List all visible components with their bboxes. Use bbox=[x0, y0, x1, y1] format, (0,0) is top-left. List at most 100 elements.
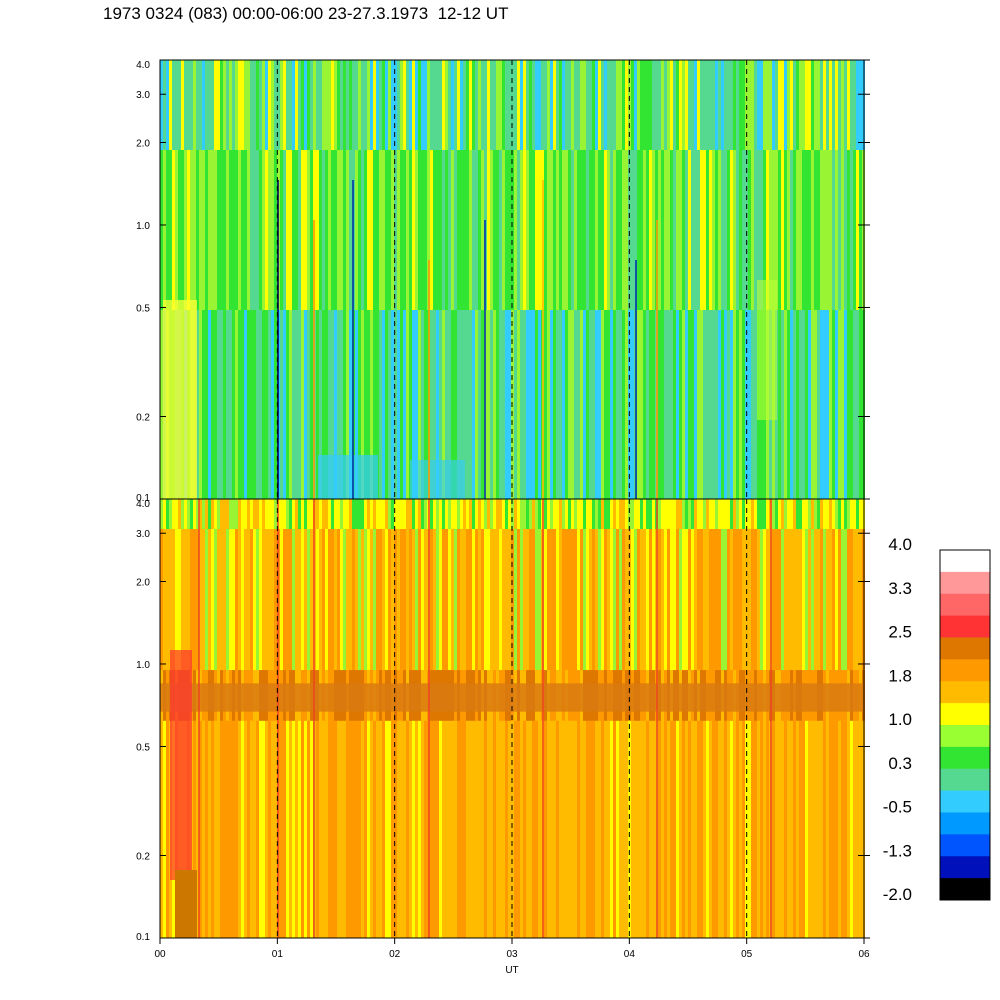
upper-cell-1 bbox=[202, 150, 205, 310]
upper-cell-1 bbox=[334, 150, 337, 310]
x-axis: 00 01 02 03 04 05 06 bbox=[154, 938, 870, 960]
upper-cell-1 bbox=[160, 150, 163, 310]
lower-cell-3 bbox=[469, 720, 472, 938]
lower-cell-1 bbox=[412, 529, 415, 671]
lower-cell-3 bbox=[703, 720, 706, 938]
upper-cell-1 bbox=[604, 150, 607, 310]
lower-cell-0 bbox=[196, 499, 199, 529]
upper-cell-2 bbox=[550, 310, 553, 499]
lower-cell-1 bbox=[445, 529, 448, 671]
y-tick-label: 0.2 bbox=[136, 852, 150, 863]
lower-cell-0 bbox=[715, 499, 718, 529]
lower-cell-0 bbox=[805, 499, 808, 529]
lower-cell-0 bbox=[334, 499, 337, 529]
upper-cell-1 bbox=[223, 150, 226, 310]
upper-cell-0 bbox=[694, 60, 697, 150]
upper-cell-2 bbox=[454, 310, 457, 499]
lower-cell-1 bbox=[181, 529, 184, 671]
upper-cell-1 bbox=[487, 150, 490, 310]
lower-cell-0 bbox=[634, 499, 637, 529]
lower-cell-1 bbox=[652, 529, 655, 671]
upper-cell-0 bbox=[760, 60, 763, 150]
colorbar-segment bbox=[940, 768, 990, 792]
upper-cell-0 bbox=[856, 60, 859, 150]
lower-cell-0 bbox=[451, 499, 454, 529]
upper-cell-1 bbox=[499, 150, 502, 310]
upper-cell-1 bbox=[361, 150, 364, 310]
upper-cell-0 bbox=[799, 60, 802, 150]
upper-cell-0 bbox=[316, 60, 319, 150]
lower-cell-3 bbox=[508, 720, 511, 938]
upper-cell-2 bbox=[424, 310, 427, 499]
lower-cell-3 bbox=[781, 720, 784, 938]
upper-streak bbox=[313, 220, 315, 499]
lower-cell-3 bbox=[319, 720, 322, 938]
upper-cell-1 bbox=[412, 150, 415, 310]
lower-cell-0 bbox=[661, 499, 664, 529]
upper-cell-2 bbox=[262, 310, 265, 499]
upper-cell-1 bbox=[382, 150, 385, 310]
upper-cell-2 bbox=[562, 310, 565, 499]
lower-cell-0 bbox=[760, 499, 763, 529]
lower-cell-0 bbox=[742, 499, 745, 529]
colorbar: 4.0 3.3 2.5 1.8 1.0 0.3 -0.5 -1.3 -2.0 bbox=[883, 535, 991, 904]
lower-cell-3 bbox=[460, 720, 463, 938]
upper-cell-1 bbox=[538, 150, 541, 310]
lower-cell-1 bbox=[397, 529, 400, 671]
upper-cell-2 bbox=[421, 310, 424, 499]
lower-cell-3 bbox=[847, 720, 850, 938]
upper-cell-2 bbox=[559, 310, 562, 499]
upper-cell-2 bbox=[325, 310, 328, 499]
lower-cell-1 bbox=[454, 529, 457, 671]
lower-cell-1 bbox=[526, 529, 529, 671]
lower-cell-0 bbox=[193, 499, 196, 529]
lower-cell-3 bbox=[820, 720, 823, 938]
lower-cell-3 bbox=[838, 720, 841, 938]
lower-cell-1 bbox=[715, 529, 718, 671]
lower-cell-0 bbox=[502, 499, 505, 529]
lower-cell-3 bbox=[202, 720, 205, 938]
upper-cell-1 bbox=[166, 150, 169, 310]
lower-cell-1 bbox=[577, 529, 580, 671]
upper-cell-1 bbox=[694, 150, 697, 310]
lower-cell-3 bbox=[475, 720, 478, 938]
upper-cell-0 bbox=[568, 60, 571, 150]
lower-cell-1 bbox=[346, 529, 349, 671]
lower-cell-0 bbox=[844, 499, 847, 529]
upper-cell-0 bbox=[169, 60, 172, 150]
lower-cell-0 bbox=[748, 499, 751, 529]
lower-cell-0 bbox=[454, 499, 457, 529]
lower-cell-1 bbox=[475, 529, 478, 671]
lower-cell-1 bbox=[466, 529, 469, 671]
upper-cell-0 bbox=[685, 60, 688, 150]
upper-cell-1 bbox=[667, 150, 670, 310]
upper-cell-2 bbox=[694, 310, 697, 499]
upper-cell-0 bbox=[265, 60, 268, 150]
lower-cell-1 bbox=[544, 529, 547, 671]
upper-cell-1 bbox=[280, 150, 283, 310]
lower-cell-3 bbox=[400, 720, 403, 938]
lower-cell-3 bbox=[388, 720, 391, 938]
upper-cell-1 bbox=[574, 150, 577, 310]
lower-cell-3 bbox=[706, 720, 709, 938]
lower-cell-1 bbox=[406, 529, 409, 671]
upper-cell-2 bbox=[379, 310, 382, 499]
upper-cell-1 bbox=[283, 150, 286, 310]
upper-cell-2 bbox=[307, 310, 310, 499]
lower-cell-3 bbox=[610, 720, 613, 938]
upper-cell-1 bbox=[634, 150, 637, 310]
upper-cell-0 bbox=[250, 60, 253, 150]
lower-cell-0 bbox=[559, 499, 562, 529]
lower-cell-3 bbox=[535, 720, 538, 938]
upper-cell-2 bbox=[679, 310, 682, 499]
lower-cell-3 bbox=[478, 720, 481, 938]
lower-cell-1 bbox=[478, 529, 481, 671]
lower-cell-0 bbox=[793, 499, 796, 529]
upper-cell-0 bbox=[733, 60, 736, 150]
y-tick-label: 0.2 bbox=[136, 413, 150, 424]
upper-cell-0 bbox=[334, 60, 337, 150]
lower-cell-0 bbox=[724, 499, 727, 529]
upper-cell-2 bbox=[574, 310, 577, 499]
upper-cell-2 bbox=[676, 310, 679, 499]
upper-cell-0 bbox=[319, 60, 322, 150]
